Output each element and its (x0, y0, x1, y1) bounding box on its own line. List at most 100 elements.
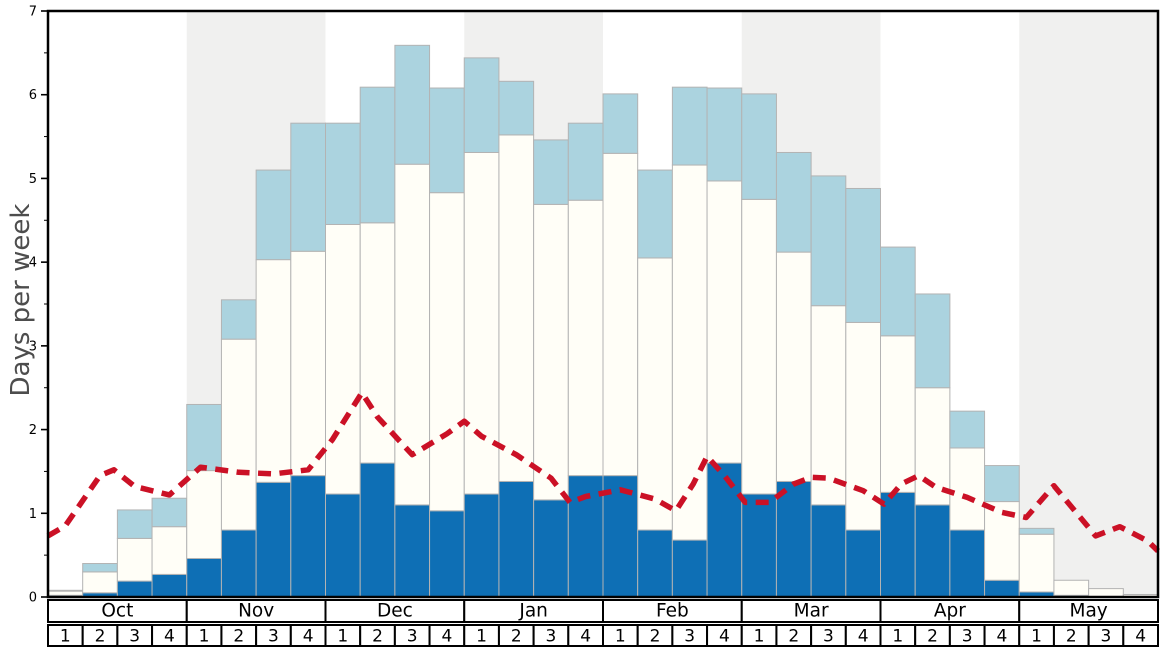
bar-segment-dark-blue (325, 493, 361, 598)
bar-segment-light-blue (914, 293, 951, 389)
bar-segment-light-blue (394, 44, 431, 165)
month-label-mar: Mar (794, 601, 829, 622)
week-number-label: 2 (788, 627, 799, 647)
month-cell (1018, 599, 1159, 623)
week-number-label: 1 (60, 627, 71, 647)
bar-segment-white (82, 571, 118, 594)
week-number-label: 2 (511, 627, 522, 647)
bar-segment-dark-blue (429, 510, 465, 598)
y-tick-label: 7 (29, 5, 37, 20)
y-tick-label: 4 (29, 256, 37, 271)
week-number-label: 1 (199, 627, 210, 647)
month-label-nov: Nov (238, 601, 274, 622)
week-number-label: 3 (407, 627, 418, 647)
week-number-label: 1 (476, 627, 487, 647)
bar-segment-dark-blue (845, 529, 881, 598)
bar-segment-white (429, 192, 465, 512)
bar-segment-white (290, 250, 326, 477)
bar-segment-dark-blue (186, 557, 222, 598)
week-number-label: 2 (372, 627, 383, 647)
bar-segment-light-blue (359, 86, 396, 224)
bar-segment-white (567, 199, 604, 477)
bar-segment-white (880, 335, 916, 493)
week-number-label: 3 (268, 627, 279, 647)
bar-segment-white (533, 203, 569, 501)
bar-segment-light-blue (463, 57, 500, 153)
bar-segment-dark-blue (880, 491, 916, 598)
bar-segment-light-blue (290, 122, 326, 252)
bar-segment-light-blue (47, 589, 84, 592)
week-number-label: 3 (546, 627, 557, 647)
bar-segment-dark-blue (810, 504, 847, 598)
month-shade-band (1019, 11, 1158, 597)
bar-segment-dark-blue (255, 481, 292, 598)
bar-segment-dark-blue (984, 579, 1020, 598)
week-number-label: 4 (580, 627, 591, 647)
month-label-oct: Oct (101, 601, 133, 622)
bar-segment-white (637, 257, 673, 531)
bar-segment-light-blue (671, 86, 708, 166)
bar-segment-white (186, 470, 222, 559)
bar-segment-white (949, 447, 986, 531)
red-dashed-line (46, 389, 1160, 553)
bar-segment-dark-blue (914, 504, 951, 598)
bar-segment-dark-blue (463, 493, 500, 598)
bar-segment-white (1018, 533, 1055, 593)
week-cell (1122, 624, 1159, 647)
bar-segment-white (1088, 588, 1124, 598)
bar-segment-white (255, 259, 292, 483)
y-tick-label: 5 (29, 172, 37, 187)
week-number-label: 2 (927, 627, 938, 647)
bar-segment-white (325, 223, 361, 495)
bar-segment-light-blue (151, 497, 188, 528)
bar-segment-white (47, 590, 84, 596)
week-number-label: 3 (684, 627, 695, 647)
bar-segment-dark-blue (775, 480, 812, 598)
bar-segment-dark-blue (220, 529, 257, 598)
bar-segment-dark-blue (637, 529, 673, 598)
week-number-label: 1 (892, 627, 903, 647)
bar-segment-dark-blue (706, 462, 743, 598)
bar-segment-light-blue (567, 122, 604, 201)
bar-segment-light-blue (810, 175, 847, 307)
y-tick-label: 1 (29, 507, 37, 522)
week-number-label: 3 (823, 627, 834, 647)
bar-segment-light-blue (429, 87, 465, 194)
y-tick-label: 3 (29, 339, 37, 354)
bar-segment-white (671, 164, 708, 541)
week-number-label: 4 (996, 627, 1007, 647)
bar-segment-white (602, 152, 639, 477)
month-label-jan: Jan (518, 601, 548, 622)
week-number-label: 1 (337, 627, 348, 647)
bar-segment-light-blue (498, 80, 535, 136)
bar-segment-light-blue (116, 509, 153, 539)
bar-segment-white (116, 537, 153, 582)
bar-segment-white (741, 198, 777, 495)
week-number-label: 4 (441, 627, 452, 647)
bar-segment-white (498, 134, 535, 482)
bar-segment-dark-blue (116, 580, 153, 598)
month-label-dec: Dec (377, 601, 413, 622)
bar-segment-light-blue (602, 93, 639, 154)
week-number-label: 1 (615, 627, 626, 647)
month-label-feb: Feb (656, 601, 689, 622)
bar-segment-light-blue (775, 151, 812, 253)
bar-segment-light-blue (637, 169, 673, 259)
y-tick-label: 6 (29, 88, 37, 103)
bar-segment-light-blue (186, 403, 222, 472)
bar-segment-light-blue (255, 169, 292, 261)
week-number-label: 2 (1066, 627, 1077, 647)
week-number-label: 4 (1135, 627, 1146, 647)
month-label-apr: Apr (934, 601, 966, 622)
bar-segment-light-blue (949, 410, 986, 449)
bar-segment-dark-blue (949, 529, 986, 598)
bar-segment-light-blue (220, 299, 257, 340)
week-number-label: 4 (164, 627, 175, 647)
week-number-label: 4 (719, 627, 730, 647)
bar-segment-light-blue (741, 93, 777, 200)
bar-segment-light-blue (533, 139, 569, 205)
bar-segment-dark-blue (671, 539, 708, 598)
bar-segment-dark-blue (533, 499, 569, 598)
